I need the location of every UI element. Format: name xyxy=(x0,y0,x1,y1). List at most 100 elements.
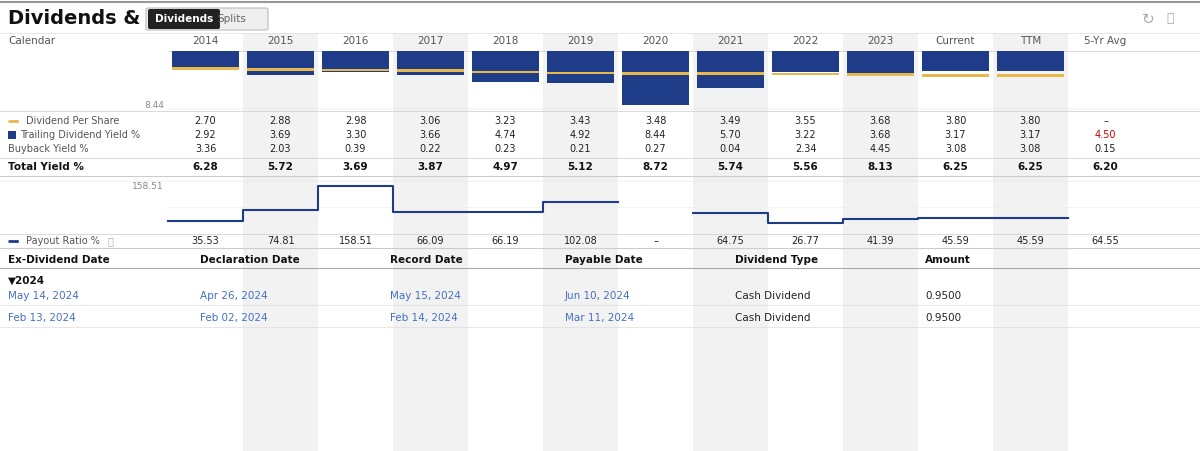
Text: Mar 11, 2024: Mar 11, 2024 xyxy=(565,313,634,323)
Text: 2022: 2022 xyxy=(792,36,818,46)
Text: 2018: 2018 xyxy=(492,36,518,46)
Bar xyxy=(242,33,318,451)
Bar xyxy=(394,33,468,451)
Text: 3.68: 3.68 xyxy=(870,130,892,140)
Text: Feb 14, 2024: Feb 14, 2024 xyxy=(390,313,457,323)
Text: 35.53: 35.53 xyxy=(192,236,220,246)
Text: 3.08: 3.08 xyxy=(944,144,966,154)
Text: Splits: Splits xyxy=(217,14,246,24)
Text: 3.55: 3.55 xyxy=(794,116,816,126)
Text: 2023: 2023 xyxy=(868,36,894,46)
Bar xyxy=(618,33,694,451)
Text: 4.92: 4.92 xyxy=(570,130,592,140)
Text: 8.44: 8.44 xyxy=(144,101,164,110)
Text: Feb 13, 2024: Feb 13, 2024 xyxy=(8,313,76,323)
Text: 2.03: 2.03 xyxy=(270,144,292,154)
Bar xyxy=(0,33,168,451)
Text: 6.28: 6.28 xyxy=(193,162,218,172)
Text: 3.43: 3.43 xyxy=(570,116,592,126)
FancyBboxPatch shape xyxy=(148,9,220,29)
Text: 5-Yr Avg: 5-Yr Avg xyxy=(1085,36,1127,46)
Text: 3.66: 3.66 xyxy=(420,130,442,140)
Bar xyxy=(247,68,314,71)
Text: 3.36: 3.36 xyxy=(194,144,216,154)
Text: 3.80: 3.80 xyxy=(1020,116,1042,126)
Text: 2021: 2021 xyxy=(718,36,744,46)
Bar xyxy=(997,51,1064,71)
Bar xyxy=(694,33,768,451)
Text: 4.45: 4.45 xyxy=(870,144,892,154)
Text: 3.69: 3.69 xyxy=(343,162,368,172)
Bar xyxy=(542,33,618,451)
Text: Cash Dividend: Cash Dividend xyxy=(734,291,810,301)
Text: 4.74: 4.74 xyxy=(494,130,516,140)
Bar xyxy=(397,69,464,72)
Text: 0.39: 0.39 xyxy=(344,144,366,154)
Text: 2.34: 2.34 xyxy=(794,144,816,154)
Text: Dividends: Dividends xyxy=(155,14,214,24)
Text: Dividend Type: Dividend Type xyxy=(734,255,818,265)
Text: TTM: TTM xyxy=(1020,36,1042,46)
Text: 0.23: 0.23 xyxy=(494,144,516,154)
Bar xyxy=(918,33,994,451)
Text: 64.55: 64.55 xyxy=(1092,236,1120,246)
Bar xyxy=(472,51,539,82)
Text: 6.25: 6.25 xyxy=(1018,162,1043,172)
Text: 3.17: 3.17 xyxy=(944,130,966,140)
Text: 64.75: 64.75 xyxy=(716,236,744,246)
Text: 3.22: 3.22 xyxy=(794,130,816,140)
Text: 66.19: 66.19 xyxy=(492,236,520,246)
Text: Payable Date: Payable Date xyxy=(565,255,643,265)
Text: 5.70: 5.70 xyxy=(720,130,742,140)
Bar xyxy=(8,131,16,139)
Bar xyxy=(697,51,764,88)
Text: 45.59: 45.59 xyxy=(942,236,970,246)
Text: Ex-Dividend Date: Ex-Dividend Date xyxy=(8,255,109,265)
Text: Calendar: Calendar xyxy=(8,36,55,46)
Bar xyxy=(1068,33,1142,451)
Bar xyxy=(247,51,314,75)
Text: 0.9500: 0.9500 xyxy=(925,313,961,323)
Text: ⓘ: ⓘ xyxy=(1166,13,1174,26)
Bar xyxy=(322,69,389,71)
Text: Amount: Amount xyxy=(925,255,971,265)
Text: 74.81: 74.81 xyxy=(266,236,294,246)
Text: 5.56: 5.56 xyxy=(793,162,818,172)
Text: 0.9500: 0.9500 xyxy=(925,291,961,301)
Text: Buyback Yield %: Buyback Yield % xyxy=(8,144,89,154)
Text: 3.80: 3.80 xyxy=(944,116,966,126)
Text: 6.25: 6.25 xyxy=(943,162,968,172)
Bar xyxy=(922,51,989,71)
Text: 2014: 2014 xyxy=(192,36,218,46)
Text: 2.70: 2.70 xyxy=(194,116,216,126)
Text: 8.72: 8.72 xyxy=(642,162,668,172)
Bar xyxy=(472,70,539,73)
Bar xyxy=(172,67,239,69)
Bar xyxy=(994,33,1068,451)
Text: Dividends & Splits: Dividends & Splits xyxy=(8,9,209,28)
Text: 0.04: 0.04 xyxy=(720,144,742,154)
Text: 3.17: 3.17 xyxy=(1020,130,1042,140)
Text: 5.72: 5.72 xyxy=(268,162,294,172)
Bar xyxy=(622,51,689,106)
Bar xyxy=(468,33,542,451)
Text: –: – xyxy=(1103,116,1108,126)
Text: Cash Dividend: Cash Dividend xyxy=(734,313,810,323)
Text: Apr 26, 2024: Apr 26, 2024 xyxy=(200,291,268,301)
Bar xyxy=(842,33,918,451)
Text: 5.74: 5.74 xyxy=(718,162,744,172)
Bar xyxy=(547,51,614,83)
Text: May 15, 2024: May 15, 2024 xyxy=(390,291,461,301)
Text: Current: Current xyxy=(936,36,976,46)
Text: Record Date: Record Date xyxy=(390,255,463,265)
Text: ↻: ↻ xyxy=(1141,11,1154,27)
Bar xyxy=(172,51,239,70)
Text: 4.50: 4.50 xyxy=(1094,130,1116,140)
Text: 2.98: 2.98 xyxy=(344,116,366,126)
Bar xyxy=(318,33,394,451)
Text: 3.68: 3.68 xyxy=(870,116,892,126)
Bar xyxy=(922,74,989,77)
Text: 0.27: 0.27 xyxy=(644,144,666,154)
Bar xyxy=(772,51,839,72)
Text: Declaration Date: Declaration Date xyxy=(200,255,300,265)
